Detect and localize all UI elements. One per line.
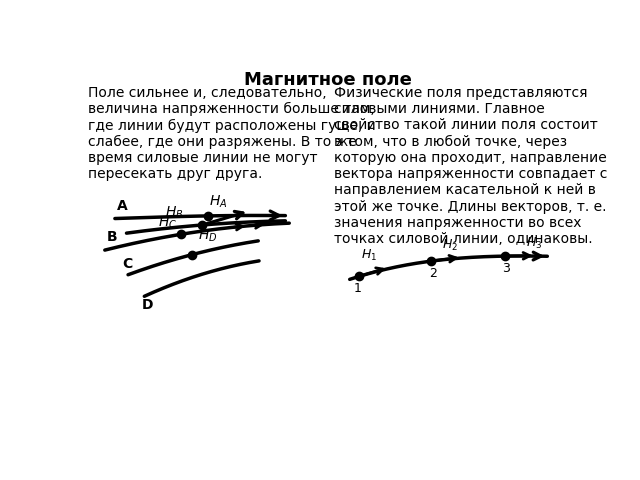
Text: C: C	[123, 257, 133, 271]
Text: $H_2$: $H_2$	[442, 238, 458, 252]
Text: Магнитное поле: Магнитное поле	[244, 72, 412, 89]
Text: $H_A$: $H_A$	[209, 193, 228, 210]
Text: 3: 3	[502, 262, 510, 275]
Text: D: D	[142, 298, 154, 312]
Text: Поле сильнее и, следовательно,
величина напряженности больше там,
где линии буду: Поле сильнее и, следовательно, величина …	[88, 86, 376, 181]
Text: $H_3$: $H_3$	[526, 236, 542, 251]
Text: A: A	[117, 199, 128, 213]
Text: 1: 1	[353, 282, 362, 295]
Text: $H_B$: $H_B$	[165, 204, 184, 221]
Text: Физические поля представляются
силовыми линиями. Главное
свойство такой линии по: Физические поля представляются силовыми …	[334, 86, 607, 246]
Text: $H_C$: $H_C$	[157, 215, 177, 231]
Text: $H_D$: $H_D$	[198, 228, 218, 244]
Text: B: B	[107, 230, 118, 244]
Text: $H_1$: $H_1$	[361, 248, 378, 263]
Text: 2: 2	[429, 266, 436, 279]
